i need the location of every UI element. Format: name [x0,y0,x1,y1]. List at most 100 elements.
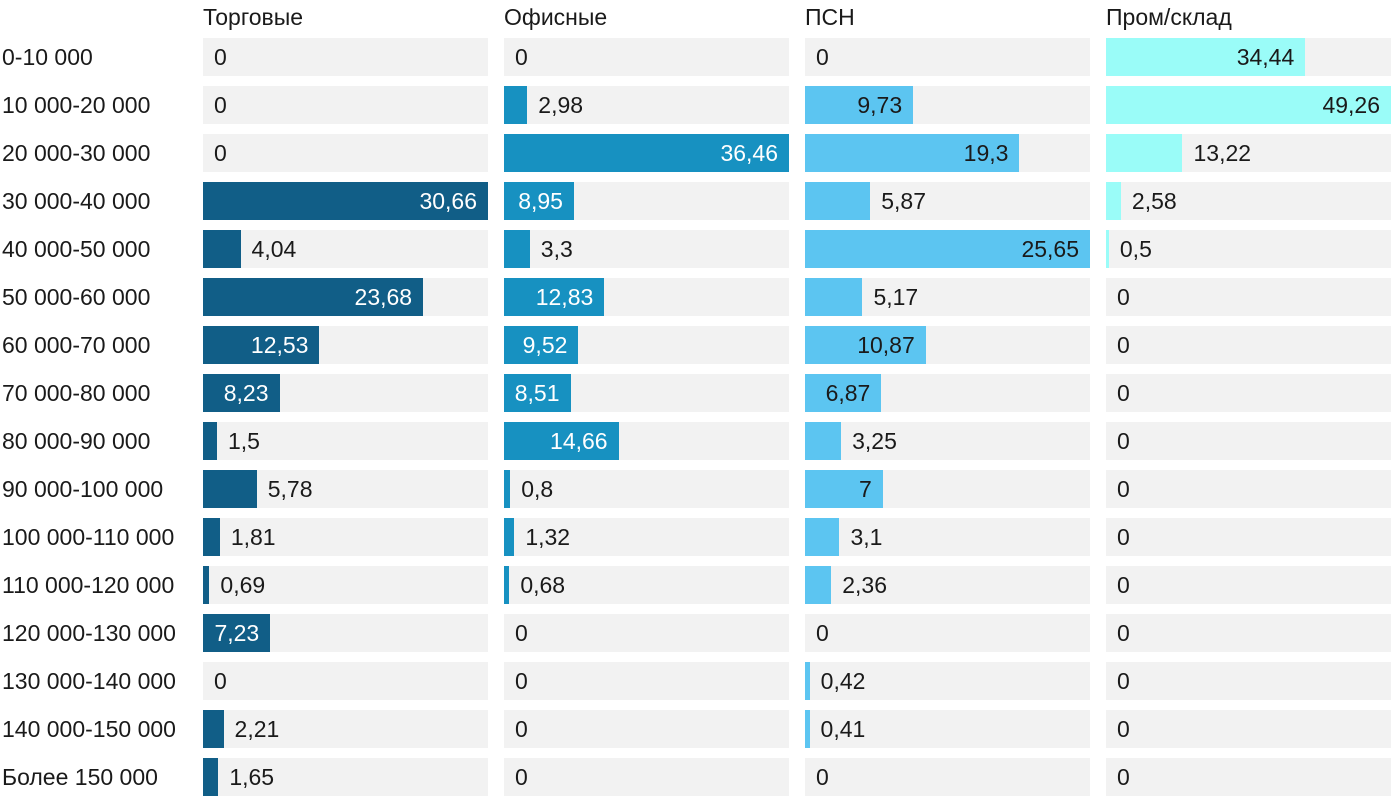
bar-track: 8,51 [504,374,789,412]
bar-track: 0 [203,134,488,172]
bar [203,710,224,748]
column-header-psn: ПСН [805,4,855,30]
chart-row: 30 000-40 000 30,66 8,95 5,87 2,58 [0,182,1400,220]
bar-track: 30,66 [203,182,488,220]
chart-row: 40 000-50 000 4,04 3,3 25,65 0,5 [0,230,1400,268]
bar [805,278,863,316]
bar-track: 0 [203,662,488,700]
value-label: 8,51 [514,379,560,406]
bar-track: 0 [504,614,789,652]
bar-track: 3,1 [805,518,1090,556]
bar-track: 25,65 [805,230,1090,268]
value-label: 0,68 [520,572,566,598]
bar-track: 19,3 [805,134,1090,172]
bar-track: 0 [504,38,789,76]
value-label: 0 [1117,716,1130,742]
chart-row: 130 000-140 000 0 0 0,42 0 [0,662,1400,700]
bar-track: 0 [1106,614,1391,652]
bar [203,758,219,796]
value-label: 1,32 [525,524,571,550]
value-label: 49,26 [1322,91,1380,118]
value-label: 0 [1117,524,1130,550]
value-label: 5,17 [873,284,919,310]
value-label: 8,23 [223,379,269,406]
bar-track: 0,69 [203,566,488,604]
chart-row: 50 000-60 000 23,68 12,83 5,17 0 [0,278,1400,316]
bar-track: 2,58 [1106,182,1391,220]
value-label: 9,52 [522,331,568,358]
bar-track: 12,53 [203,326,488,364]
value-label: 0 [515,764,528,790]
value-label: 25,65 [1021,235,1079,262]
bar: 10,87 [805,326,926,364]
value-label: 0 [515,44,528,70]
chart-row: Более 150 000 1,65 0 0 0 [0,758,1400,796]
row-label: 140 000-150 000 [2,716,176,742]
value-label: 19,3 [963,139,1009,166]
bar-track: 0 [805,758,1090,796]
bar: 8,95 [504,182,574,220]
row-label: 80 000-90 000 [2,428,151,454]
row-label: 110 000-120 000 [2,572,175,598]
chart-row: 20 000-30 000 0 36,46 19,3 13,22 [0,134,1400,172]
bar-track: 0 [1106,470,1391,508]
value-label: 0 [1117,620,1130,646]
value-label: 0,8 [521,476,554,502]
value-label: 14,66 [550,427,608,454]
value-label: 5,87 [881,188,926,214]
bar: 36,46 [504,134,789,172]
row-label: 120 000-130 000 [2,620,176,646]
row-label: 100 000-110 000 [2,524,175,550]
bar: 7 [805,470,883,508]
bar-track: 9,73 [805,86,1090,124]
bar [805,662,810,700]
bar [203,230,241,268]
value-label: 10,87 [857,331,915,358]
row-label: 10 000-20 000 [2,92,151,118]
value-label: 0 [1117,476,1130,502]
row-label: 40 000-50 000 [2,236,151,262]
chart-row: 0-10 000 0 0 0 34,44 [0,38,1400,76]
bar-track: 0 [1106,326,1391,364]
bar-track: 0 [203,86,488,124]
bar: 9,52 [504,326,579,364]
bar-track: 5,17 [805,278,1090,316]
value-label: 2,58 [1131,188,1177,214]
chart-header: Торговые Офисные ПСН Пром/склад [0,4,1400,38]
chart-row: 140 000-150 000 2,21 0 0,41 0 [0,710,1400,748]
bar-track: 49,26 [1106,86,1391,124]
chart-row: 10 000-20 000 0 2,98 9,73 49,26 [0,86,1400,124]
bar-track: 5,78 [203,470,488,508]
bar [1106,134,1183,172]
bar-track: 1,65 [203,758,488,796]
bar-track: 1,81 [203,518,488,556]
bar-track: 23,68 [203,278,488,316]
bar [203,518,220,556]
row-label: 20 000-30 000 [2,140,151,166]
column-header-prom-sklad: Пром/склад [1106,4,1232,30]
bar: 9,73 [805,86,914,124]
value-label: 12,83 [535,283,594,310]
value-label: 6,87 [825,379,871,406]
value-label: 0,41 [820,716,866,742]
bar: 6,87 [805,374,882,412]
value-label: 0 [515,668,528,694]
bar-track: 0 [203,38,488,76]
bar: 23,68 [203,278,424,316]
value-label: 0 [515,620,528,646]
bar [504,86,528,124]
bar-track: 0 [1106,662,1391,700]
bar: 7,23 [203,614,271,652]
value-label: 0,42 [820,668,866,694]
chart-row: 90 000-100 000 5,78 0,8 7 0 [0,470,1400,508]
chart-row: 60 000-70 000 12,53 9,52 10,87 0 [0,326,1400,364]
bar-track: 7,23 [203,614,488,652]
bar: 25,65 [805,230,1090,268]
bar-track: 0 [1106,374,1391,412]
bar-track: 2,36 [805,566,1090,604]
value-label: 0 [515,716,528,742]
bar: 8,23 [203,374,280,412]
bar-track: 14,66 [504,422,789,460]
bar [805,566,832,604]
value-label: 2,21 [234,716,280,742]
